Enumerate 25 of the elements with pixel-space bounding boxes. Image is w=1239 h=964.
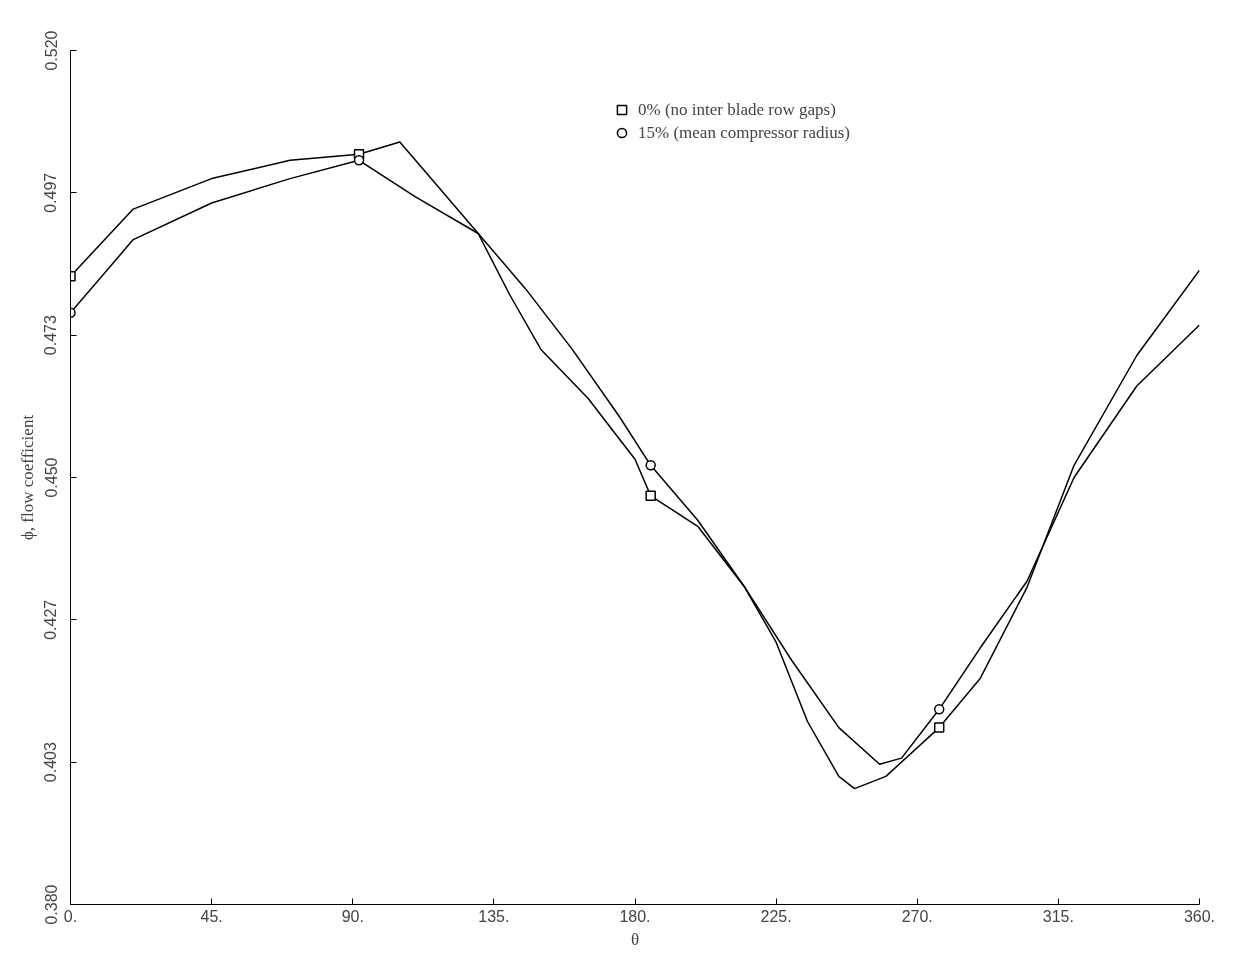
x-axis-title: θ bbox=[630, 929, 640, 949]
x-tick-label: 135. bbox=[478, 907, 510, 925]
x-tick-label: 180. bbox=[619, 907, 651, 925]
x-tick-label: 315. bbox=[1042, 907, 1074, 925]
x-tick-label: 0. bbox=[63, 907, 78, 925]
y-axis-title: ϕ, flow coefficient bbox=[17, 414, 37, 541]
x-tick-label: 225. bbox=[760, 907, 792, 925]
y-tick-label: 0.520 bbox=[42, 30, 60, 71]
x-tick-label: 90. bbox=[341, 907, 364, 925]
point bbox=[353, 155, 365, 166]
y-tick-label: 0.473 bbox=[42, 315, 60, 356]
x-tick-label: 270. bbox=[901, 907, 933, 925]
y-tick-label: 0.380 bbox=[42, 884, 60, 925]
y-tick-label: 0.450 bbox=[42, 457, 60, 498]
point bbox=[645, 460, 656, 471]
point bbox=[645, 490, 656, 502]
y-tick-label: 0.497 bbox=[42, 172, 60, 213]
x-tick-label: 45. bbox=[200, 907, 223, 925]
point bbox=[933, 722, 945, 733]
y-tick-label: 0.427 bbox=[42, 599, 60, 640]
y-tick-label: 0.403 bbox=[42, 742, 60, 783]
point bbox=[933, 704, 945, 715]
legend-label: 15% (mean compressor radius) bbox=[638, 121, 850, 144]
x-tick-label: 360. bbox=[1183, 907, 1216, 925]
legend-label: 0% (no inter blade row gaps) bbox=[638, 98, 836, 121]
